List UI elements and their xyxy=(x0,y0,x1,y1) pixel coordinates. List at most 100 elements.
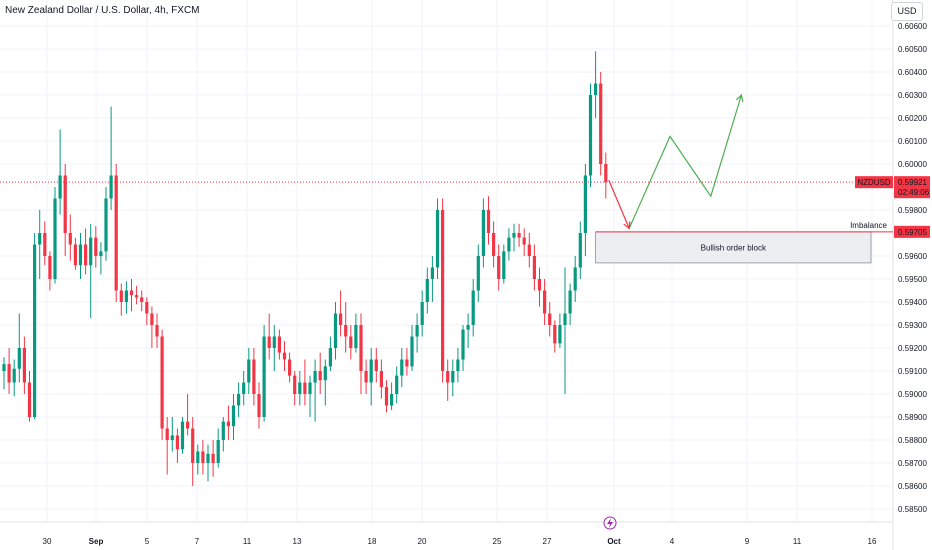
candle-body xyxy=(349,336,353,348)
candle-body xyxy=(537,279,542,291)
candle-body xyxy=(604,164,608,183)
currency-button[interactable]: USD xyxy=(891,2,923,21)
candle-body xyxy=(272,336,276,348)
candle-body xyxy=(369,359,373,383)
candle-body xyxy=(303,382,307,394)
candle-body xyxy=(221,421,225,440)
time-tick-label: 9 xyxy=(745,537,750,546)
candle-body xyxy=(476,256,480,291)
candle-body xyxy=(451,371,455,383)
price-tick-label: 0.60400 xyxy=(898,68,927,77)
candle-body xyxy=(84,244,88,266)
candle-body xyxy=(226,421,230,427)
symbol-title[interactable]: New Zealand Dollar / U.S. Dollar, 4h, FX… xyxy=(5,5,200,16)
candle-body xyxy=(446,371,450,383)
candle-body xyxy=(379,371,383,388)
candle-body xyxy=(58,175,62,199)
candle-body xyxy=(124,290,128,302)
candle-body xyxy=(206,453,210,463)
candle-body xyxy=(73,244,77,266)
candle-body xyxy=(48,256,52,279)
price-tick-label: 0.59500 xyxy=(898,275,927,284)
candle-body xyxy=(313,371,317,383)
candle-body xyxy=(288,359,292,376)
time-tick-label: Oct xyxy=(607,537,621,546)
candle-body xyxy=(568,290,572,314)
price-tick-label: 0.58500 xyxy=(898,505,927,514)
candle-body xyxy=(216,440,220,463)
candle-body xyxy=(390,394,394,406)
candle-body xyxy=(430,267,434,279)
candlestick-series xyxy=(2,51,608,486)
candle-body xyxy=(512,233,516,238)
imbalance-price-tag xyxy=(894,225,930,238)
candle-body xyxy=(22,348,26,383)
price-axis[interactable]: 0.60600 0.60500 0.60400 0.60300 0.60200 0.601… xyxy=(898,22,927,514)
candle-body xyxy=(435,210,440,268)
candle-body xyxy=(170,435,174,440)
price-tick-label: 0.58600 xyxy=(898,482,927,491)
candle-body xyxy=(186,421,190,429)
candle-body xyxy=(27,382,32,417)
candle-body xyxy=(583,175,587,233)
candle-body xyxy=(599,83,603,164)
price-tick-label: 0.59200 xyxy=(898,344,927,353)
candle-body xyxy=(99,251,103,256)
order-block-zone[interactable]: Bullish order block xyxy=(595,231,872,264)
candle-body xyxy=(405,359,409,367)
time-tick-label: 11 xyxy=(243,537,252,546)
candle-body xyxy=(471,290,475,325)
candle-body xyxy=(522,237,526,245)
candle-body xyxy=(420,302,424,325)
candle-body xyxy=(486,210,491,233)
candle-body xyxy=(558,325,562,344)
projection-down-leg[interactable] xyxy=(608,179,630,229)
time-axis[interactable]: 30 Sep 5 7 11 13 18 20 25 27 Oct 4 9 11 16 xyxy=(43,516,877,546)
candle-body xyxy=(119,290,123,302)
price-tick-label: 0.59100 xyxy=(898,367,927,376)
candle-body xyxy=(410,336,414,367)
candle-body xyxy=(242,382,246,394)
candle-body xyxy=(492,233,496,256)
price-level-lines: Imbalance xyxy=(0,181,893,233)
candle-body xyxy=(150,313,154,325)
order-block-label: Bullish order block xyxy=(701,243,767,252)
candle-body xyxy=(160,336,164,429)
time-tick-label: 7 xyxy=(195,537,200,546)
candle-body xyxy=(415,325,419,337)
candle-body xyxy=(78,244,83,266)
price-tick-label: 0.60500 xyxy=(898,45,927,54)
candle-body xyxy=(466,325,470,330)
candle-body xyxy=(333,313,338,348)
time-tick-label: 25 xyxy=(493,537,502,546)
price-tick-label: 0.60000 xyxy=(898,160,927,169)
time-tick-label: 4 xyxy=(670,537,675,546)
candle-body xyxy=(298,382,302,394)
candle-body xyxy=(293,375,297,394)
time-tick-label: 30 xyxy=(43,537,52,546)
candle-body xyxy=(456,359,460,371)
candle-body xyxy=(180,421,185,450)
projection-up-path[interactable] xyxy=(628,94,742,229)
candle-body xyxy=(277,336,281,353)
projection-path[interactable] xyxy=(608,93,744,230)
last-price-tag xyxy=(894,176,930,199)
candle-body xyxy=(231,405,236,427)
candle-body xyxy=(247,359,251,383)
symbol-tag xyxy=(855,176,893,189)
imbalance-price-text: 0.59705 xyxy=(898,228,927,237)
time-tick-label: 18 xyxy=(368,537,377,546)
candle-body xyxy=(282,352,287,360)
price-tick-label: 0.58700 xyxy=(898,459,927,468)
price-tick-label: 0.59600 xyxy=(898,252,927,261)
candle-body xyxy=(68,233,72,245)
price-tick-label: 0.60600 xyxy=(898,22,927,31)
candle-body xyxy=(548,313,552,325)
countdown-text: 02:49:06 xyxy=(898,188,930,197)
candle-body xyxy=(109,175,113,199)
candle-body xyxy=(527,244,531,256)
price-tick-label: 0.58900 xyxy=(898,413,927,422)
candle-body xyxy=(145,302,149,314)
lightning-icon[interactable] xyxy=(603,516,617,530)
